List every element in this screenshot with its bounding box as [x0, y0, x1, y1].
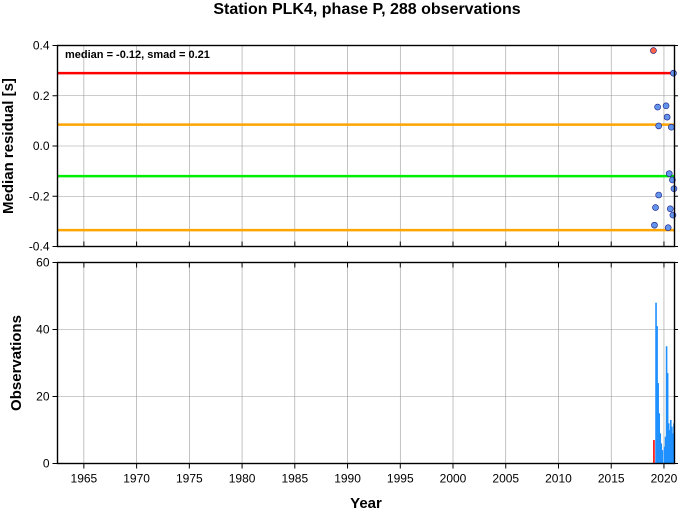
observation-bar [665, 346, 668, 464]
x-tick-label: 2005 [492, 472, 519, 486]
residual-y-tick-label: 0.0 [33, 139, 50, 153]
observations-y-tick-label: 20 [36, 390, 50, 404]
x-tick-label: 1980 [229, 472, 256, 486]
observation-bar [670, 419, 672, 464]
residual-point [655, 122, 662, 130]
x-tick-label: 2020 [651, 472, 678, 486]
observations-y-tick-label: 0 [43, 457, 50, 471]
observations-frame [56, 261, 676, 465]
residual-point [652, 204, 659, 211]
residual-point [655, 191, 662, 199]
residual-point [654, 103, 661, 111]
residual-y-ticks: 0.4 0.2 0.0 -0.2 -0.4 [29, 39, 678, 254]
x-tick-label: 1965 [71, 472, 98, 486]
observations-panel: 60 40 20 0 1965 1970 1975 1980 1985 1990 1995 2000… [8, 256, 678, 511]
x-tick-label: 2010 [545, 472, 572, 486]
reference-lines [57, 71, 675, 232]
observations-y-axis-label: Observations [8, 315, 25, 411]
residual-x-ticks [83, 241, 665, 247]
observation-bar [657, 383, 659, 464]
observation-bar [658, 413, 661, 464]
observations-y-tick-label: 60 [36, 256, 50, 270]
observation-bar [672, 433, 674, 464]
observation-bar [663, 446, 666, 464]
residual-point [664, 224, 672, 231]
residual-y-tick-label: -0.2 [29, 189, 50, 203]
residual-point [651, 221, 658, 229]
residual-point [650, 47, 657, 54]
observation-bar [671, 426, 673, 464]
x-tick-label: 2015 [598, 472, 625, 486]
residual-point [668, 123, 675, 131]
x-tick-label: 1975 [176, 472, 203, 486]
observation-bar [664, 436, 667, 464]
observations-y-tick-label: 40 [36, 323, 50, 337]
residual-point [662, 102, 670, 110]
residual-points [650, 47, 678, 231]
residual-y-axis-label: Median residual [s] [0, 78, 17, 214]
residual-y-tick-label: 0.2 [33, 89, 50, 103]
residual-y-tick-label: -0.4 [29, 240, 50, 254]
stats-annotation: median = -0.12, smad = 0.21 [65, 49, 210, 61]
observations-x-ticks: 1965 1970 1975 1980 1985 1990 1995 2000 2005 2010… [71, 262, 678, 486]
observation-bar [667, 423, 670, 464]
observation-bar [656, 326, 658, 464]
observation-bar [661, 450, 664, 464]
observation-bars [653, 302, 675, 464]
x-tick-label: 1990 [334, 472, 361, 486]
residual-y-tick-label: 0.4 [33, 39, 50, 53]
observation-bar [653, 440, 655, 464]
residual-point [665, 170, 673, 177]
x-tick-label: 1970 [123, 472, 150, 486]
x-tick-label: 1985 [281, 472, 308, 486]
x-axis-label: Year [350, 495, 382, 511]
observation-bar [655, 302, 657, 464]
residual-grid [57, 45, 675, 247]
residual-panel: 0.4 0.2 0.0 -0.2 -0.4 median = -0.12, smad =… [0, 39, 678, 254]
observation-bar [668, 430, 671, 464]
residual-point [663, 113, 671, 121]
observation-bar [666, 373, 669, 464]
x-tick-label: 2000 [440, 472, 467, 486]
chart-title: Station PLK4, phase P, 288 observations [213, 1, 520, 18]
observation-bar [659, 433, 662, 464]
observations-grid [57, 262, 675, 464]
observation-bar [660, 443, 663, 464]
observations-y-ticks: 60 40 20 0 [36, 256, 678, 471]
residual-point [666, 205, 674, 213]
residual-point [670, 69, 677, 77]
x-tick-label: 1995 [387, 472, 414, 486]
